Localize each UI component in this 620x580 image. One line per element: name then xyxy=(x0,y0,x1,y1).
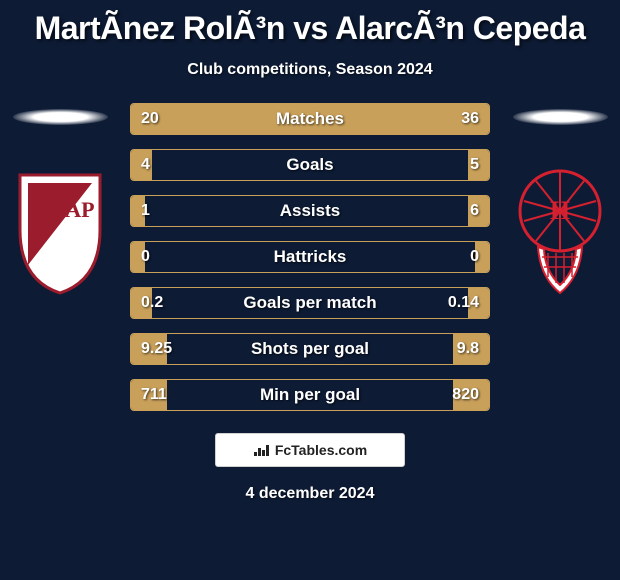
stat-bar: 1Assists6 xyxy=(130,195,490,227)
stat-value-right: 5 xyxy=(470,150,479,180)
stat-value-right: 6 xyxy=(470,196,479,226)
left-club-abbrev: CAP xyxy=(49,197,94,222)
branding-text: FcTables.com xyxy=(275,442,367,458)
comparison-body: CAP 20Matches364Goals51Assists60Hattrick… xyxy=(0,109,620,411)
stat-value-right: 36 xyxy=(461,104,479,134)
right-club-logo: H xyxy=(510,165,610,295)
stat-value-right: 0.14 xyxy=(448,288,479,318)
comparison-title: MartÃ­nez RolÃ³n vs AlarcÃ³n Cepeda xyxy=(0,0,620,47)
stat-label: Assists xyxy=(131,196,489,226)
stat-label: Min per goal xyxy=(131,380,489,410)
left-club-logo: CAP xyxy=(10,165,110,295)
stat-label: Matches xyxy=(131,104,489,134)
stat-bar: 0.2Goals per match0.14 xyxy=(130,287,490,319)
stat-value-right: 9.8 xyxy=(457,334,479,364)
right-club-abbrev: H xyxy=(550,196,570,225)
comparison-date: 4 december 2024 xyxy=(0,485,620,503)
branding-icon xyxy=(253,443,271,457)
stat-bar: 711Min per goal820 xyxy=(130,379,490,411)
stat-label: Goals xyxy=(131,150,489,180)
stat-value-right: 0 xyxy=(470,242,479,272)
stats-column: 20Matches36 4Goals5 1Assists6 0Hattricks0 0.… xyxy=(130,103,490,411)
right-halo xyxy=(513,109,608,125)
stat-bar: 9.25Shots per goal9.8 xyxy=(130,333,490,365)
stat-bar: 0Hattricks0 xyxy=(130,241,490,273)
stat-bar: 20Matches36 xyxy=(130,103,490,135)
stat-label: Goals per match xyxy=(131,288,489,318)
left-player-column: CAP xyxy=(0,109,120,295)
stat-label: Shots per goal xyxy=(131,334,489,364)
comparison-subtitle: Club competitions, Season 2024 xyxy=(0,61,620,79)
branding-badge: FcTables.com xyxy=(215,433,405,467)
stat-bar: 4Goals5 xyxy=(130,149,490,181)
stat-label: Hattricks xyxy=(131,242,489,272)
left-halo xyxy=(13,109,108,125)
right-player-column: H xyxy=(500,109,620,295)
stat-value-right: 820 xyxy=(452,380,479,410)
